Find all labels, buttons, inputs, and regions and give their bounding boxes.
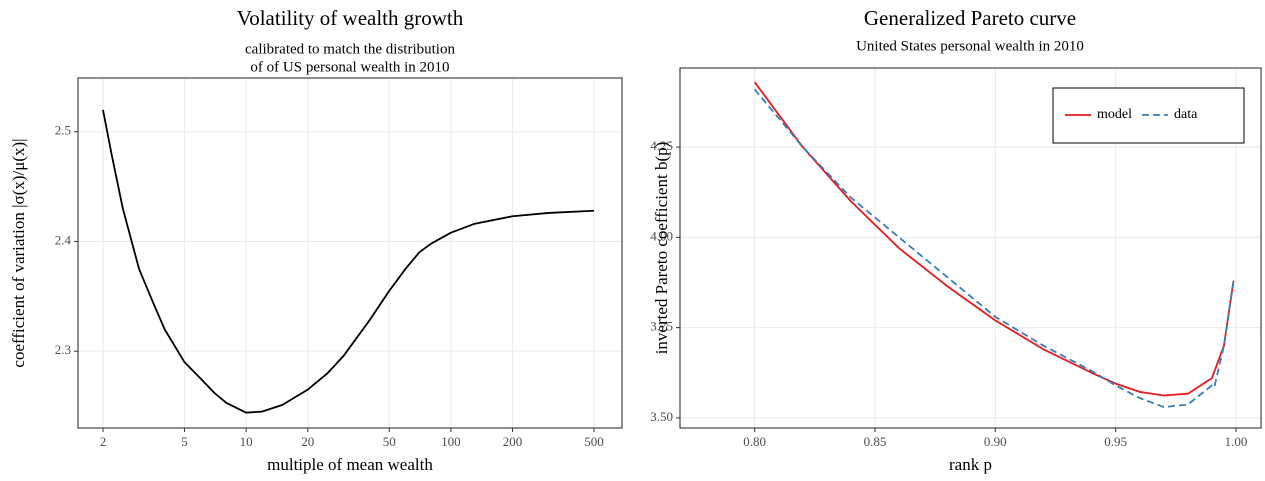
x-tick-label: 5 [181,434,188,449]
y-tick-label: 4.25 [650,138,673,153]
x-tick-label: 500 [584,434,604,449]
x-tick-label: 200 [503,434,523,449]
y-axis-title: inverted Pareto coefficient b(p) [652,142,671,355]
chart-subtitle: United States personal wealth in 2010 [856,38,1084,54]
chart-subtitle: of of US personal wealth in 2010 [250,59,449,75]
plot-background [78,78,622,428]
x-tick-label: 50 [383,434,396,449]
x-axis-title: multiple of mean wealth [267,455,433,474]
y-tick-label: 2.3 [55,342,71,357]
chart-title: Generalized Pareto curve [864,6,1076,30]
x-axis-title: rank p [949,455,992,474]
chart-title: Volatility of wealth growth [237,6,464,30]
x-tick-label: 0.85 [864,434,887,449]
plot-border [77,77,623,429]
x-tick-label: 0.95 [1104,434,1127,449]
y-tick-label: 2.5 [55,123,71,138]
x-tick-label: 1.00 [1225,434,1248,449]
y-tick-label: 3.75 [650,319,673,334]
x-tick-label: 0.90 [984,434,1007,449]
y-axis-title: coefficient of variation |σ(x)/μ(x)| [9,138,28,367]
x-tick-label: 10 [240,434,253,449]
data-line [102,109,595,414]
legend-label: data [1174,107,1198,122]
x-tick-label: 2 [100,434,107,449]
chart-subtitle: calibrated to match the distribution [245,41,455,57]
legend-label: model [1097,107,1132,122]
x-tick-label: 0.80 [743,434,766,449]
y-tick-label: 2.4 [55,232,72,247]
x-tick-label: 100 [441,434,461,449]
y-tick-label: 3.50 [650,409,673,424]
plot-border [679,67,1262,429]
data-line [753,88,1235,408]
data-line [753,81,1235,397]
x-tick-label: 20 [301,434,314,449]
y-tick-label: 4.00 [650,228,673,243]
